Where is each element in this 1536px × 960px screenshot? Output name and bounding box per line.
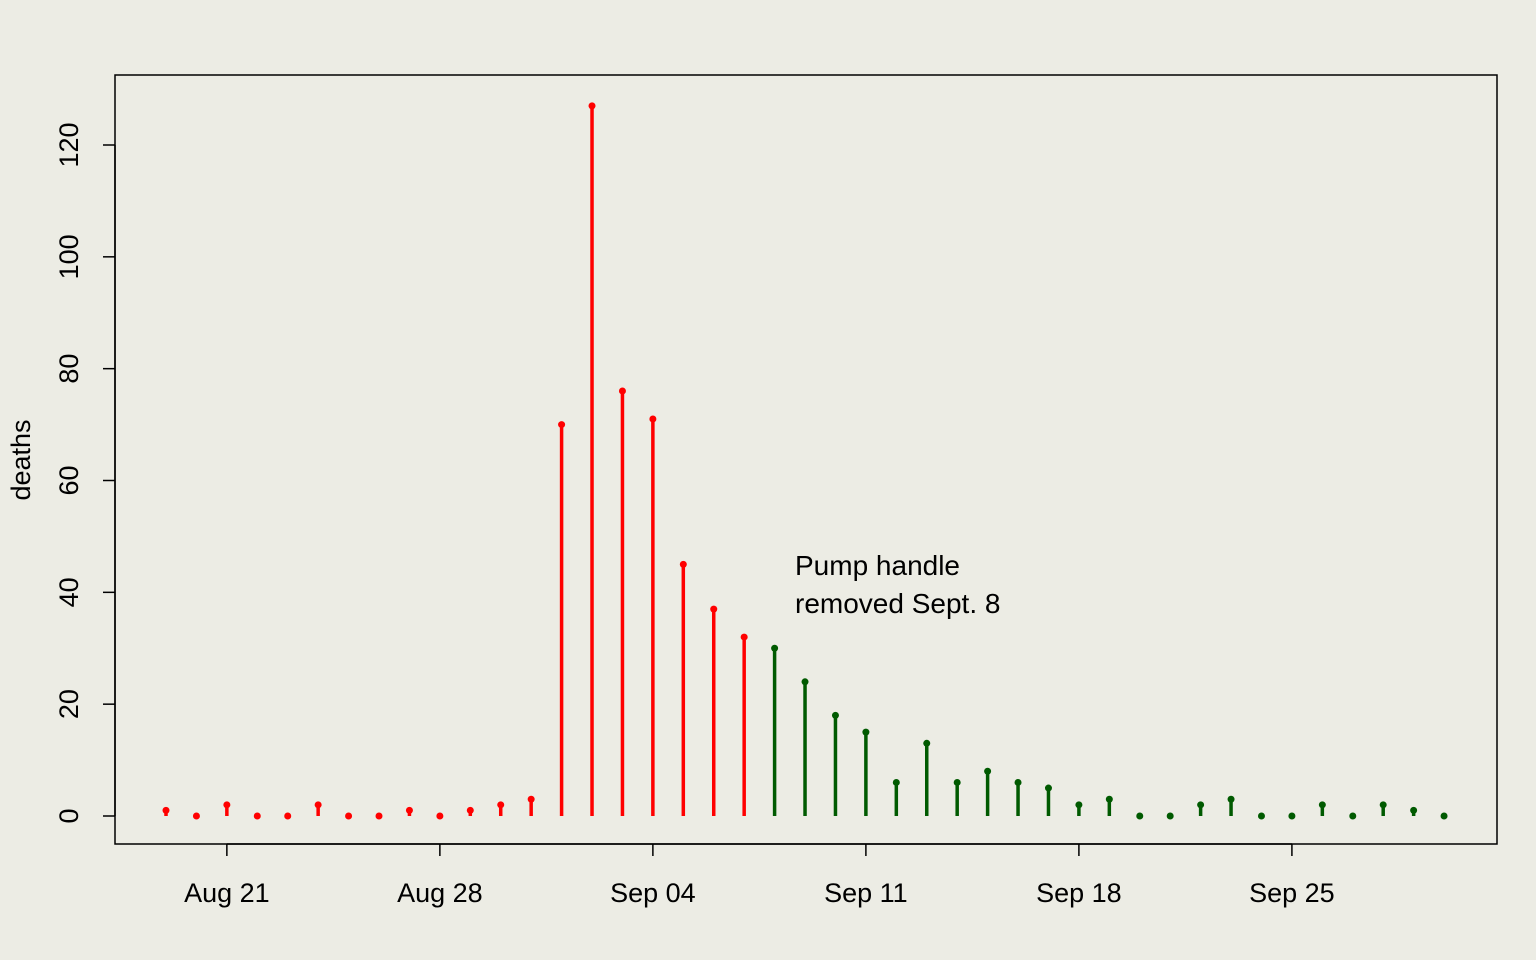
point-sep-21 bbox=[1166, 812, 1174, 820]
point-sep-14 bbox=[953, 778, 961, 786]
x-tick-label: Aug 21 bbox=[184, 878, 270, 908]
point-sep-22 bbox=[1197, 801, 1205, 809]
y-tick-label: 0 bbox=[54, 808, 84, 823]
annotation-line-1: Pump handle bbox=[795, 550, 960, 581]
x-tick-label: Sep 04 bbox=[610, 878, 696, 908]
point-aug-25 bbox=[345, 812, 353, 820]
point-aug-21 bbox=[223, 801, 231, 809]
x-tick-label: Sep 18 bbox=[1036, 878, 1122, 908]
point-aug-24 bbox=[314, 801, 322, 809]
point-sep-07 bbox=[740, 633, 748, 641]
point-sep-01 bbox=[558, 421, 566, 429]
y-tick-label: 120 bbox=[54, 122, 84, 167]
point-aug-22 bbox=[253, 812, 261, 820]
point-sep-15 bbox=[984, 767, 992, 775]
y-axis-label: deaths bbox=[6, 419, 36, 500]
point-sep-23 bbox=[1227, 795, 1235, 803]
point-sep-06 bbox=[710, 605, 718, 613]
point-aug-19 bbox=[162, 806, 170, 814]
point-aug-29 bbox=[466, 806, 474, 814]
point-sep-11 bbox=[862, 728, 870, 736]
point-sep-10 bbox=[831, 711, 839, 719]
y-axis: 0 20 40 60 80 100 120 bbox=[54, 122, 116, 824]
x-axis: Aug 21 Aug 28 Sep 04 Sep 11 Sep 18 Sep 25 bbox=[184, 843, 1335, 908]
y-tick-label: 100 bbox=[54, 234, 84, 279]
point-sep-05 bbox=[679, 560, 687, 568]
point-aug-26 bbox=[375, 812, 383, 820]
point-aug-23 bbox=[284, 812, 292, 820]
point-sep-28 bbox=[1379, 801, 1387, 809]
stems-group bbox=[162, 102, 1448, 820]
point-aug-20 bbox=[192, 812, 200, 820]
point-sep-17 bbox=[1044, 784, 1052, 792]
point-sep-25 bbox=[1288, 812, 1296, 820]
point-aug-31 bbox=[527, 795, 535, 803]
point-sep-29 bbox=[1410, 806, 1418, 814]
y-tick-label: 20 bbox=[54, 689, 84, 719]
point-aug-27 bbox=[405, 806, 413, 814]
point-sep-03 bbox=[618, 387, 626, 395]
point-sep-02 bbox=[588, 102, 596, 110]
point-sep-16 bbox=[1014, 778, 1022, 786]
x-tick-label: Sep 11 bbox=[824, 878, 908, 908]
x-tick-label: Aug 28 bbox=[397, 878, 483, 908]
point-sep-13 bbox=[923, 739, 931, 747]
point-sep-12 bbox=[892, 778, 900, 786]
point-sep-09 bbox=[801, 678, 809, 686]
x-tick-label: Sep 25 bbox=[1249, 878, 1335, 908]
point-sep-24 bbox=[1257, 812, 1265, 820]
point-aug-28 bbox=[436, 812, 444, 820]
y-tick-label: 40 bbox=[54, 577, 84, 607]
annotation-line-2: removed Sept. 8 bbox=[795, 588, 1000, 619]
point-sep-19 bbox=[1105, 795, 1113, 803]
point-sep-20 bbox=[1136, 812, 1144, 820]
point-sep-27 bbox=[1349, 812, 1357, 820]
y-tick-label: 80 bbox=[54, 354, 84, 384]
point-sep-18 bbox=[1075, 801, 1083, 809]
y-tick-label: 60 bbox=[54, 465, 84, 495]
point-aug-30 bbox=[497, 801, 505, 809]
point-sep-04 bbox=[649, 415, 657, 423]
point-sep-30 bbox=[1440, 812, 1448, 820]
point-sep-26 bbox=[1318, 801, 1326, 809]
point-sep-08 bbox=[771, 644, 779, 652]
